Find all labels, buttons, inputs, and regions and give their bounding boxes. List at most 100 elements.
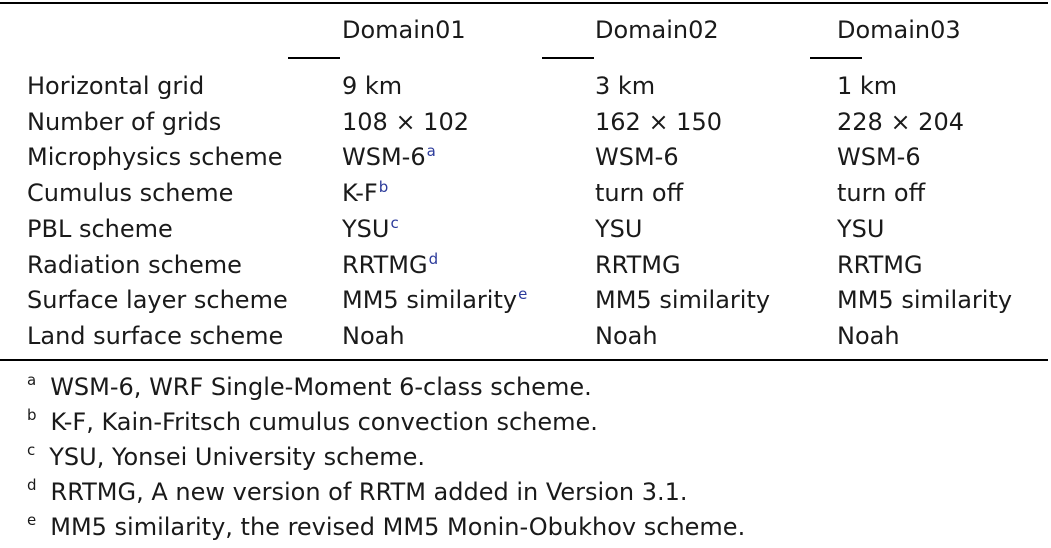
footnote-ref-link[interactable]: d: [428, 249, 439, 268]
row-label: PBL scheme: [27, 211, 173, 247]
domain02-value-text: MM5 similarity: [595, 286, 771, 315]
domain03-value: MM5 similarity: [837, 282, 1012, 318]
table-row: Microphysics scheme WSM-6a WSM-6 WSM-6: [0, 139, 1048, 175]
footnote-item: b K-F, Kain-Fritsch cumulus convection sc…: [27, 405, 598, 439]
domain01-value: Noah: [342, 318, 405, 354]
footnote-ref-link[interactable]: a: [426, 142, 436, 161]
domain03-value-text: MM5 similarity: [837, 286, 1013, 315]
table-header-row: Domain01 Domain02 Domain03: [0, 12, 1048, 48]
table-row: Land surface scheme Noah Noah Noah: [0, 318, 1048, 354]
domain03-value: 1 km: [837, 68, 897, 104]
domain03-value: turn off: [837, 175, 925, 211]
header-rule-segment: [288, 57, 340, 59]
domain01-value-text: MM5 similarity: [342, 286, 518, 315]
domain02-value: WSM-6: [595, 139, 679, 175]
domain02-value-text: RRTMG: [595, 250, 681, 279]
row-label: Cumulus scheme: [27, 175, 233, 211]
table-top-rule: [0, 2, 1048, 4]
footnote-ref-link[interactable]: c: [390, 213, 399, 232]
domain01-value: 9 km: [342, 68, 402, 104]
domain03-value-text: 1 km: [837, 72, 898, 100]
footnote-mark: e: [27, 511, 37, 529]
domain03-value: Noah: [837, 318, 900, 354]
table-row: Cumulus scheme K-Fb turn off turn off: [0, 175, 1048, 211]
footnote-mark: a: [27, 371, 37, 389]
footnote-item: c YSU, Yonsei University scheme.: [27, 440, 425, 474]
header-rule-segment: [810, 57, 862, 59]
table-bottom-rule: [0, 359, 1048, 361]
row-label-text: PBL scheme: [27, 214, 173, 243]
domain01-value-text: 108 × 102: [342, 107, 469, 136]
domain02-value: Noah: [595, 318, 658, 354]
row-label-text: Surface layer scheme: [27, 286, 288, 315]
domain02-value: turn off: [595, 175, 683, 211]
domain01-value-text: YSU: [342, 214, 390, 243]
row-label: Radiation scheme: [27, 247, 242, 283]
footnote-text: YSU, Yonsei University scheme.: [49, 443, 426, 471]
domain01-value: K-Fb: [342, 175, 388, 214]
header-domain01: Domain01: [342, 16, 466, 44]
domain03-value-text: RRTMG: [837, 250, 923, 279]
footnote-item: e MM5 similarity, the revised MM5 Monin-O…: [27, 510, 745, 544]
domain03-value: RRTMG: [837, 247, 923, 283]
row-label: Number of grids: [27, 104, 221, 140]
domain03-value-text: 228 × 204: [837, 107, 964, 136]
domain01-value: YSUc: [342, 211, 399, 250]
row-label-text: Land surface scheme: [27, 321, 284, 350]
domain02-value-text: Noah: [595, 321, 658, 350]
domain01-value: 108 × 102: [342, 104, 469, 140]
domain01-value-text: K-F: [342, 179, 378, 208]
row-label-text: Number of grids: [27, 107, 222, 136]
domain02-value: RRTMG: [595, 247, 681, 283]
domain03-value-text: turn off: [837, 179, 926, 208]
header-rule-segment: [542, 57, 594, 59]
domain02-value-text: 3 km: [595, 72, 656, 100]
footnote-mark: b: [27, 406, 37, 424]
domain02-value: YSU: [595, 211, 642, 247]
footnote-ref-link[interactable]: e: [518, 285, 528, 304]
row-label: Land surface scheme: [27, 318, 283, 354]
domain02-value-text: 162 × 150: [595, 107, 722, 136]
table-row: PBL scheme YSUc YSU YSU: [0, 211, 1048, 247]
footnote-text: K-F, Kain-Fritsch cumulus convection sch…: [50, 408, 598, 436]
row-label-text: Cumulus scheme: [27, 179, 234, 208]
footnote-mark: d: [27, 476, 37, 494]
domain03-value-text: YSU: [837, 214, 885, 243]
row-label-text: Radiation scheme: [27, 250, 242, 279]
domain02-value-text: turn off: [595, 179, 684, 208]
header-domain03: Domain03: [837, 16, 961, 44]
domain03-value: YSU: [837, 211, 884, 247]
domain03-value: WSM-6: [837, 139, 921, 175]
row-label-text: Microphysics scheme: [27, 143, 283, 172]
footnote-text: MM5 similarity, the revised MM5 Monin-Ob…: [50, 513, 746, 541]
row-label: Horizontal grid: [27, 68, 204, 104]
domain02-value: 3 km: [595, 68, 655, 104]
table-row: Number of grids 108 × 102 162 × 150 228 × 2…: [0, 104, 1048, 140]
domain03-value-text: Noah: [837, 321, 900, 350]
domain01-value-text: RRTMG: [342, 250, 428, 279]
table-row: Surface layer scheme MM5 similaritye MM5 s…: [0, 282, 1048, 318]
footnote-text: WSM-6, WRF Single-Moment 6-class scheme.: [50, 373, 592, 401]
domain03-value: 228 × 204: [837, 104, 964, 140]
footnote-item: d RRTMG, A new version of RRTM added in V…: [27, 475, 688, 509]
domain01-value-text: WSM-6: [342, 143, 426, 172]
footnote-mark: c: [27, 441, 36, 459]
domain01-value: WSM-6a: [342, 139, 436, 178]
domain03-value-text: WSM-6: [837, 143, 921, 172]
domain01-value: RRTMGd: [342, 247, 438, 286]
domain01-value-text: 9 km: [342, 72, 403, 100]
table-row: Horizontal grid 9 km 3 km 1 km: [0, 68, 1048, 104]
row-label: Microphysics scheme: [27, 139, 283, 175]
header-domain02: Domain02: [595, 16, 719, 44]
domain01-value: MM5 similaritye: [342, 282, 527, 321]
row-label-text: Horizontal grid: [27, 72, 205, 100]
table-row: Radiation scheme RRTMGd RRTMG RRTMG: [0, 247, 1048, 283]
footnote-item: a WSM-6, WRF Single-Moment 6-class scheme…: [27, 370, 592, 404]
domain02-value-text: WSM-6: [595, 143, 679, 172]
footnote-ref-link[interactable]: b: [378, 178, 389, 197]
footnote-text: RRTMG, A new version of RRTM added in Ve…: [50, 478, 688, 506]
domain01-value-text: Noah: [342, 321, 405, 350]
domain02-value: MM5 similarity: [595, 282, 770, 318]
domain02-value: 162 × 150: [595, 104, 722, 140]
